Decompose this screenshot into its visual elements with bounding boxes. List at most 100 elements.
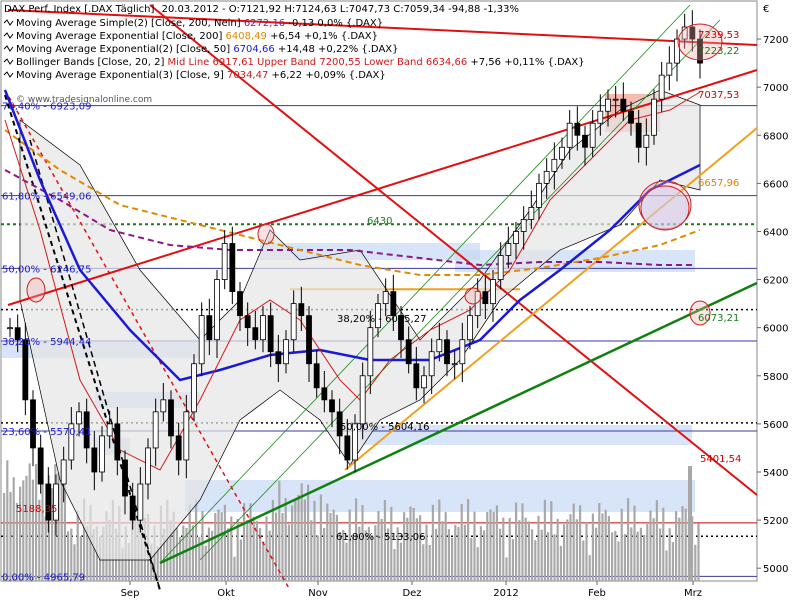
volume-bar	[361, 505, 364, 581]
volume-bar	[569, 514, 572, 581]
volume-bar	[348, 509, 351, 581]
candle-body	[490, 279, 496, 305]
volume-bar	[409, 506, 412, 581]
volume-bar	[316, 535, 319, 581]
retracement-label: 61,80% - 5133,06	[336, 532, 425, 543]
volume-bar	[223, 504, 226, 581]
candle-body	[37, 447, 44, 485]
volume-bar	[51, 488, 54, 581]
volume-bar	[201, 510, 204, 581]
volume-bar	[169, 520, 172, 581]
legend-name: Bollinger Bands [Close, 20, 2]	[16, 57, 164, 68]
volume-bar	[527, 521, 530, 581]
volume-bar	[697, 523, 700, 581]
candle-body	[260, 315, 266, 341]
volume-bar	[323, 527, 326, 581]
candle-body	[658, 74, 665, 100]
candle-body	[183, 411, 190, 461]
volume-bar	[387, 528, 390, 581]
volume-bar	[473, 511, 476, 581]
volume-bar	[639, 527, 642, 581]
volume-bar	[515, 502, 518, 581]
candle-body	[160, 399, 167, 413]
candle-body	[191, 363, 197, 413]
volume-bar	[342, 529, 345, 581]
candle-body	[566, 122, 573, 148]
volume-bar	[499, 528, 502, 581]
volume-bar	[284, 498, 287, 581]
volume-bar	[339, 531, 342, 581]
candle-body	[283, 339, 289, 365]
candle-body	[336, 411, 343, 437]
ohlc-quote: 20.03.2012 - O:7121,92 H:7124,63 L:7047,…	[162, 4, 519, 15]
volume-bar	[579, 505, 582, 581]
volume-bar	[31, 479, 34, 581]
x-tick-label: Sep	[121, 588, 140, 599]
volume-bar	[694, 544, 697, 581]
y-tick-label: 6000	[763, 324, 788, 335]
volume-bar	[684, 508, 687, 581]
volume-bar	[214, 512, 217, 581]
candle-body	[306, 315, 312, 365]
volume-bar	[41, 479, 44, 581]
volume-bar	[198, 536, 201, 581]
watermark: © www.tradesignalonline.com	[16, 95, 152, 105]
volume-bar	[329, 512, 332, 581]
candle-body	[359, 375, 366, 425]
volume-bar	[211, 530, 214, 581]
x-tick-label: 2012	[493, 588, 518, 599]
volume-bar	[281, 513, 284, 581]
candle-body	[505, 243, 512, 256]
instrument-name: DAX Perf. Index [.DAX Täglich]	[4, 4, 154, 15]
chart-title: DAX Perf. Index [.DAX Täglich] 20.03.201…	[4, 4, 519, 15]
candle-body	[398, 315, 404, 341]
candle-body	[99, 435, 105, 473]
candle-body	[106, 423, 113, 437]
price-label: 6657,96	[698, 178, 739, 189]
candle-body	[574, 122, 581, 136]
volume-bar	[617, 541, 620, 581]
volume-bar	[127, 543, 130, 581]
x-tick-label: Nov	[308, 588, 328, 599]
candle-body	[612, 98, 619, 101]
candle-body	[60, 459, 67, 485]
y-tick-label: 6200	[763, 276, 788, 287]
volume-bar	[556, 518, 559, 581]
volume-bar	[585, 521, 588, 581]
volume-bar	[358, 526, 361, 581]
candle-body	[536, 182, 542, 208]
candle-body	[68, 423, 75, 461]
volume-bar	[543, 499, 546, 581]
candle-body	[520, 219, 527, 232]
legend-change: +6,22 +0,09% {.DAX}	[268, 70, 385, 81]
candle-body	[635, 122, 642, 148]
legend-name: Moving Average Exponential(3) [Close, 9]	[16, 70, 224, 81]
volume-bar	[652, 518, 655, 581]
candle-body	[152, 411, 159, 449]
volume-bar	[371, 535, 374, 581]
volume-bar	[252, 516, 255, 581]
ema200-line	[4, 129, 701, 276]
volume-bar	[220, 512, 223, 581]
fib-level-label: 0,00% - 4965,79	[2, 572, 85, 583]
volume-bar	[207, 527, 210, 581]
volume-bar	[483, 530, 486, 581]
highlight-ellipse	[257, 223, 275, 245]
candle-body	[267, 315, 274, 353]
volume-bar	[319, 494, 322, 581]
volume-bar	[511, 539, 514, 581]
volume-bar	[390, 506, 393, 581]
candle-body	[375, 303, 381, 329]
volume-bar	[601, 513, 604, 581]
volume-bar	[531, 529, 534, 581]
volume-bar	[438, 499, 441, 581]
candle-body	[344, 435, 351, 461]
candle-body	[413, 363, 420, 389]
volume-bar	[355, 498, 358, 581]
volume-bar	[591, 513, 594, 581]
volume-bar	[275, 512, 278, 581]
legend-change: +14,48 +0,22% {.DAX}	[275, 44, 399, 55]
volume-bar	[364, 530, 367, 581]
volume-bar	[422, 544, 425, 581]
legend-line-icon	[3, 58, 14, 65]
